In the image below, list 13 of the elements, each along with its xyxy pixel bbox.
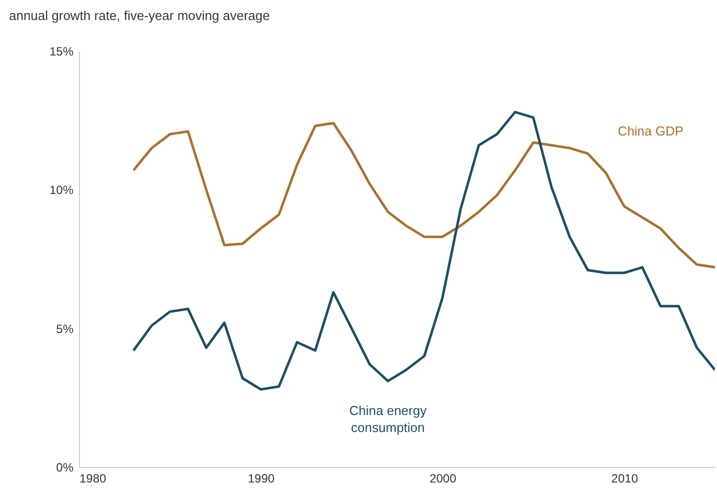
- y-tick-label: 15%: [49, 44, 74, 58]
- x-tick-label: 1990: [248, 472, 275, 486]
- line-series: [132, 110, 715, 391]
- line-series: [132, 122, 715, 269]
- x-tick-label: 2010: [611, 472, 638, 486]
- text: China GDP: [618, 124, 684, 139]
- y-axis-title: annual growth rate, five-year moving average: [8, 8, 270, 23]
- x-tick-label: 2000: [430, 472, 457, 486]
- y-tick-label: 5%: [56, 322, 74, 336]
- y-tick-label: 10%: [49, 183, 74, 198]
- text: China energy consumption: [349, 403, 428, 436]
- x-tick-label: 1980: [80, 472, 107, 486]
- y-tick-label: 0%: [56, 460, 74, 474]
